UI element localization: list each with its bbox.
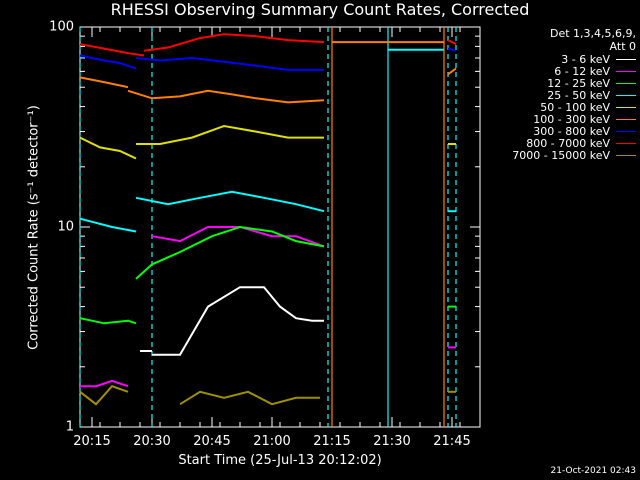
legend-swatch [616,58,636,60]
legend-entry: 50 - 100 keV [484,100,636,114]
series-line-2 [80,379,129,388]
legend-entry: 3 - 6 keV [484,52,636,66]
legend-label: 6 - 12 keV [554,64,610,78]
x-tick-label: 21:30 [373,434,411,449]
series-line-6 [127,89,325,104]
legend-swatch [616,106,636,108]
series-line-3 [135,225,325,280]
series-line-2 [151,226,325,248]
y-tick-label: 100 [49,19,74,35]
series-line-4 [135,190,325,213]
series-line-6 [79,76,129,89]
legend-label: 100 - 300 keV [533,112,610,126]
legend-swatch [616,94,636,96]
series-line-1 [152,286,324,356]
generated-timestamp: 21-Oct-2021 02:43 [550,466,636,476]
series-line-8 [79,43,145,57]
legend-label: 12 - 25 keV [547,76,610,90]
legend-entry: 300 - 800 keV [484,124,636,138]
legend-swatch [616,142,636,144]
series-line-7 [79,54,137,70]
series-line-3 [79,317,137,325]
x-axis-label: Start Time (25-Jul-13 20:12:02) [178,453,382,468]
legend-entry: 100 - 300 keV [484,112,636,126]
y-tick-label: 10 [57,219,74,235]
legend-label: 300 - 800 keV [533,124,610,138]
legend-entry: 6 - 12 keV [484,64,636,78]
series-line-9 [179,390,320,406]
plot-frame [79,26,481,428]
series-line-5 [79,136,137,160]
series-line-4 [79,217,137,233]
legend-header-line-2: Att 0 [609,40,636,53]
legend-entry: 800 - 7000 keV [484,136,636,150]
legend-swatch [616,82,636,84]
legend-swatch [616,118,636,120]
x-tick-label: 20:45 [193,434,231,449]
x-tick-label: 21:45 [433,434,471,449]
series-line-7 [135,56,324,71]
right-edge-segment [447,47,457,52]
legend-entry: 12 - 25 keV [484,76,636,90]
legend-label: 25 - 50 keV [547,88,610,102]
legend-swatch [616,70,636,72]
legend-header-line-1: Det 1,3,4,5,6,9, [549,27,636,40]
x-tick-label: 20:15 [73,434,111,449]
series-layer [79,33,457,406]
legend-swatch [616,154,636,156]
legend-entry: 25 - 50 keV [484,88,636,102]
series-line-9 [79,385,129,406]
legend-entry: 7000 - 15000 keV [484,148,636,162]
legend-label: 3 - 6 keV [561,52,610,66]
x-tick-label: 20:30 [133,434,171,449]
right-edge-segment [447,39,457,46]
series-line-8 [143,33,325,52]
legend-label: 50 - 100 keV [540,100,610,114]
x-tick-label: 21:00 [253,434,291,449]
legend: Det 1,3,4,5,6,9, Att 0 3 - 6 keV 6 - 12 k… [484,27,636,162]
y-tick-label: 1 [65,419,74,435]
chart-title: RHESSI Observing Summary Count Rates, Co… [110,0,530,19]
vertical-markers [79,27,457,427]
legend-label: 7000 - 15000 keV [512,148,610,162]
plot-border [79,26,481,428]
series-line-5 [136,124,324,145]
legend-label: 800 - 7000 keV [526,136,610,150]
legend-swatch [616,130,636,132]
x-tick-label: 21:15 [313,434,351,449]
y-axis-label: Corrected Count Rate (s⁻¹ detector⁻¹) [26,105,42,350]
right-edge-segment [447,67,457,76]
